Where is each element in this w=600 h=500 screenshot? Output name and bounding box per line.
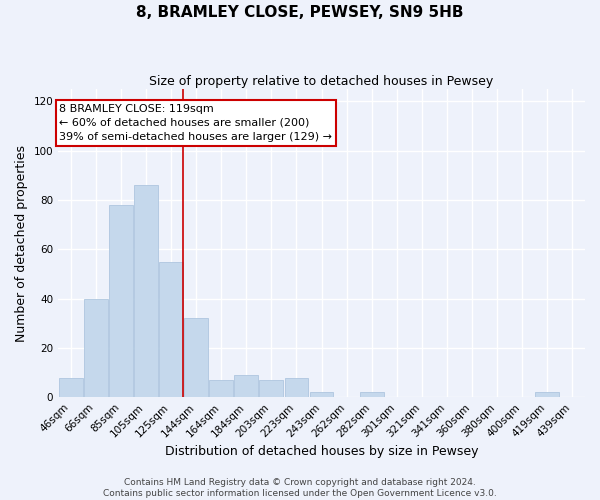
Y-axis label: Number of detached properties: Number of detached properties: [15, 144, 28, 342]
Bar: [310, 392, 334, 397]
Text: Contains HM Land Registry data © Crown copyright and database right 2024.
Contai: Contains HM Land Registry data © Crown c…: [103, 478, 497, 498]
Bar: [84, 298, 108, 397]
Bar: [159, 262, 183, 397]
Bar: [59, 378, 83, 397]
Title: Size of property relative to detached houses in Pewsey: Size of property relative to detached ho…: [149, 75, 494, 88]
Bar: [235, 375, 258, 397]
Bar: [535, 392, 559, 397]
Bar: [360, 392, 383, 397]
Bar: [134, 186, 158, 397]
Text: 8 BRAMLEY CLOSE: 119sqm
← 60% of detached houses are smaller (200)
39% of semi-d: 8 BRAMLEY CLOSE: 119sqm ← 60% of detache…: [59, 104, 332, 142]
X-axis label: Distribution of detached houses by size in Pewsey: Distribution of detached houses by size …: [165, 444, 478, 458]
Bar: [284, 378, 308, 397]
Bar: [184, 318, 208, 397]
Text: 8, BRAMLEY CLOSE, PEWSEY, SN9 5HB: 8, BRAMLEY CLOSE, PEWSEY, SN9 5HB: [136, 5, 464, 20]
Bar: [109, 205, 133, 397]
Bar: [209, 380, 233, 397]
Bar: [259, 380, 283, 397]
